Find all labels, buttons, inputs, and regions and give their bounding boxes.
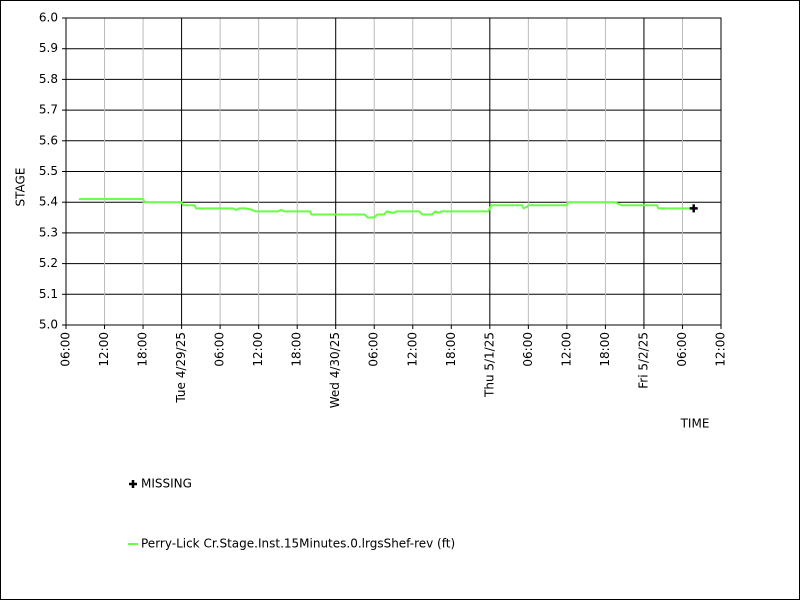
y-tick-label: 5.2 bbox=[39, 256, 58, 270]
x-tick-label: Wed 4/30/25 bbox=[328, 332, 342, 408]
x-tick-label: 06:00 bbox=[367, 332, 381, 367]
x-tick-label: Fri 5/2/25 bbox=[636, 332, 650, 389]
y-tick-label: 5.0 bbox=[39, 318, 58, 332]
y-tick-label: 6.0 bbox=[39, 11, 58, 25]
y-tick-label: 5.1 bbox=[39, 287, 58, 301]
x-tick-label: 18:00 bbox=[598, 332, 612, 367]
x-tick-label: 12:00 bbox=[97, 332, 111, 367]
y-tick-label: 5.3 bbox=[39, 225, 58, 239]
data-line bbox=[78, 198, 694, 219]
x-tick-label: 18:00 bbox=[290, 332, 304, 367]
x-tick-label: Tue 4/29/25 bbox=[174, 332, 188, 404]
y-tick-label: 5.7 bbox=[39, 103, 58, 117]
plot-border bbox=[65, 17, 722, 326]
x-tick-label: 06:00 bbox=[59, 332, 73, 367]
legend-label: Perry-Lick Cr.Stage.Inst.15Minutes.0.lrg… bbox=[141, 537, 455, 551]
y-tick-label: 5.5 bbox=[39, 164, 58, 178]
y-axis-title: STAGE bbox=[14, 168, 28, 207]
x-tick-label: 06:00 bbox=[675, 332, 689, 367]
y-tick-label: 5.6 bbox=[39, 133, 58, 147]
x-tick-label: 06:00 bbox=[213, 332, 227, 367]
y-tick-label: 5.8 bbox=[39, 72, 58, 86]
legend-label: MISSING bbox=[141, 477, 192, 491]
x-tick-label: 18:00 bbox=[136, 332, 150, 367]
y-tick-label: 5.9 bbox=[39, 41, 58, 55]
y-tick-label: 5.4 bbox=[39, 195, 58, 209]
x-tick-label: 12:00 bbox=[251, 332, 265, 367]
missing-marker bbox=[689, 204, 698, 213]
x-tick-label: Thu 5/1/25 bbox=[482, 332, 496, 398]
x-tick-label: 12:00 bbox=[405, 332, 419, 367]
x-tick-label: 12:00 bbox=[559, 332, 573, 367]
x-tick-label: 18:00 bbox=[444, 332, 458, 367]
x-tick-label: 06:00 bbox=[521, 332, 535, 367]
x-tick-label: 12:00 bbox=[714, 332, 728, 367]
legend-symbol bbox=[129, 480, 137, 488]
x-axis-title: TIME bbox=[680, 417, 710, 431]
